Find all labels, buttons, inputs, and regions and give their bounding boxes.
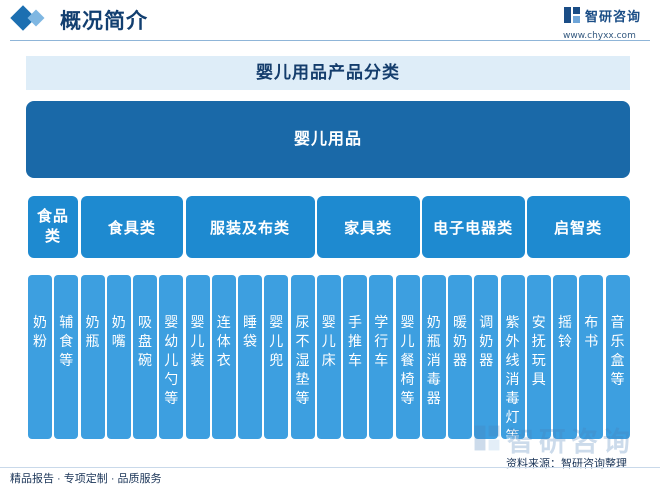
category-box: 电子电器类: [421, 196, 525, 258]
item-box: 婴幼儿勺等: [159, 275, 184, 439]
item-label: 摇铃: [558, 314, 572, 349]
item-box: 奶嘴: [106, 275, 131, 439]
item-box: 连体衣: [211, 275, 236, 439]
item-label: 紫外线消毒灯等: [505, 314, 520, 444]
category-label: 启智类: [554, 219, 603, 237]
item-label: 调奶器: [479, 314, 494, 368]
category-label: 食具类: [107, 219, 156, 237]
root-node: 婴儿用品: [26, 101, 630, 178]
item-box: 婴儿餐椅等: [395, 275, 420, 439]
chyxx-logo-icon: [564, 7, 580, 23]
page-title: 概况简介: [60, 10, 148, 33]
item-label: 吸盘碗: [138, 314, 152, 368]
item-box: 暖奶器: [448, 275, 472, 439]
diagram-title: 婴儿用品产品分类: [256, 63, 400, 82]
item-label: 学行车: [374, 314, 389, 368]
category-label: 服装及布类: [209, 219, 290, 237]
header-divider: [10, 40, 650, 41]
source-note: 资料来源：智研咨询整理: [506, 458, 627, 470]
brand-logo: 智研咨询 www.chyxx.com: [563, 6, 651, 41]
logo-url: www.chyxx.com: [563, 31, 636, 41]
category-box: 服装及布类: [185, 196, 315, 258]
category-box: 家具类: [316, 196, 420, 258]
item-box: 婴儿床: [316, 275, 341, 439]
item-label: 婴儿床: [321, 314, 336, 368]
item-box: 婴儿装: [185, 275, 210, 439]
category-label: 食品类: [36, 208, 69, 245]
item-label: 暖奶器: [453, 314, 467, 368]
item-box: 音乐盒等: [605, 275, 630, 439]
item-box: 奶瓶: [80, 275, 105, 439]
item-box: 奶瓶消毒器: [421, 275, 446, 439]
item-label: 奶瓶: [85, 314, 100, 349]
item-box: 睡袋: [238, 275, 262, 439]
item-label: 布书: [584, 314, 599, 349]
item-label: 手推车: [348, 314, 362, 368]
item-label: 奶瓶消毒器: [426, 314, 441, 406]
item-box: 手推车: [343, 275, 367, 439]
item-label: 婴儿兜: [269, 314, 284, 368]
item-box: 辅食等: [54, 275, 79, 439]
item-label: 婴儿装: [190, 314, 205, 368]
item-label: 奶粉: [33, 314, 47, 349]
category-box: 食品类: [28, 196, 78, 258]
item-box: 婴儿兜: [264, 275, 289, 439]
item-box: 安抚玩具: [526, 275, 551, 439]
watermark-name: 智研咨询: [507, 427, 635, 457]
item-box: 紫外线消毒灯等: [500, 275, 525, 444]
item-label: 婴儿餐椅等: [400, 314, 415, 406]
footer-divider: [0, 467, 660, 468]
root-node-label: 婴儿用品: [293, 131, 362, 148]
item-box: 尿不湿垫等: [290, 275, 315, 439]
item-box: 学行车: [369, 275, 394, 439]
item-label: 尿不湿垫等: [295, 314, 310, 406]
item-label: 安抚玩具: [531, 314, 546, 387]
header: 概况简介 智研咨询 www.chyxx.com: [0, 0, 660, 46]
item-box: 布书: [579, 275, 604, 439]
category-label: 家具类: [344, 219, 393, 237]
watermark-logo-icon: [474, 425, 500, 451]
item-label: 奶嘴: [111, 314, 126, 349]
item-label: 辅食等: [59, 314, 74, 368]
item-box: 调奶器: [474, 275, 499, 439]
category-box: 启智类: [526, 196, 630, 258]
item-label: 婴幼儿勺等: [164, 314, 179, 406]
item-box: 吸盘碗: [133, 275, 157, 439]
logo-name: 智研咨询: [585, 9, 642, 24]
category-label: 电子电器类: [433, 219, 514, 237]
category-box: 食具类: [80, 196, 184, 258]
watermark: 智研咨询: [473, 422, 643, 457]
item-box: 奶粉: [28, 275, 52, 439]
item-box: 摇铃: [553, 275, 577, 439]
item-label: 睡袋: [243, 314, 257, 349]
item-label: 音乐盒等: [610, 314, 625, 387]
diagram-title-bar: 婴儿用品产品分类: [26, 56, 630, 90]
footer-tagline: 精品报告 · 专项定制 · 品质服务: [10, 473, 162, 485]
item-label: 连体衣: [216, 314, 231, 368]
